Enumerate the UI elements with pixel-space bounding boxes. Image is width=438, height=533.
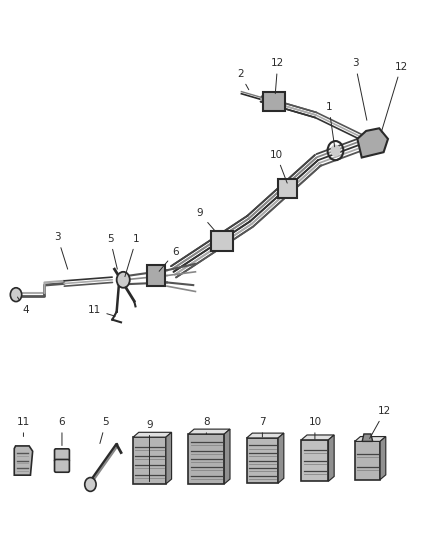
Circle shape xyxy=(117,272,130,288)
Text: 9: 9 xyxy=(146,420,152,482)
Text: 3: 3 xyxy=(54,232,67,269)
Circle shape xyxy=(85,478,96,491)
Polygon shape xyxy=(133,432,171,437)
Polygon shape xyxy=(328,435,333,481)
FancyBboxPatch shape xyxy=(263,92,285,111)
FancyBboxPatch shape xyxy=(54,449,69,462)
Text: 1: 1 xyxy=(125,234,139,277)
Text: 8: 8 xyxy=(203,417,209,434)
Text: 12: 12 xyxy=(270,59,284,94)
FancyBboxPatch shape xyxy=(54,459,69,472)
Polygon shape xyxy=(246,438,278,483)
Text: 9: 9 xyxy=(196,208,215,231)
Text: 2: 2 xyxy=(236,69,248,90)
Polygon shape xyxy=(246,433,283,438)
Text: 4: 4 xyxy=(18,297,29,315)
Text: 6: 6 xyxy=(59,417,65,446)
Circle shape xyxy=(330,146,339,156)
Text: 6: 6 xyxy=(159,247,179,271)
Polygon shape xyxy=(14,446,32,475)
Polygon shape xyxy=(166,432,171,484)
Polygon shape xyxy=(300,440,328,481)
Text: 7: 7 xyxy=(258,417,265,437)
Text: 12: 12 xyxy=(381,62,407,132)
Polygon shape xyxy=(188,429,230,434)
Polygon shape xyxy=(188,434,224,484)
FancyBboxPatch shape xyxy=(210,231,232,251)
Text: 3: 3 xyxy=(351,59,366,120)
Text: 10: 10 xyxy=(307,417,321,439)
FancyBboxPatch shape xyxy=(277,179,296,198)
Circle shape xyxy=(11,288,21,302)
Text: 5: 5 xyxy=(106,234,117,269)
Polygon shape xyxy=(354,437,385,441)
Polygon shape xyxy=(379,437,385,480)
Polygon shape xyxy=(224,429,230,484)
Polygon shape xyxy=(357,128,387,158)
Text: 1: 1 xyxy=(325,102,334,147)
Text: 11: 11 xyxy=(17,417,30,437)
Polygon shape xyxy=(133,437,166,484)
Polygon shape xyxy=(354,441,379,480)
Polygon shape xyxy=(278,433,283,483)
FancyBboxPatch shape xyxy=(147,265,164,286)
Polygon shape xyxy=(300,435,333,440)
Text: 12: 12 xyxy=(369,406,391,439)
Text: 11: 11 xyxy=(88,305,115,316)
Polygon shape xyxy=(361,434,372,441)
Text: 10: 10 xyxy=(269,150,286,183)
Text: 5: 5 xyxy=(100,417,109,443)
